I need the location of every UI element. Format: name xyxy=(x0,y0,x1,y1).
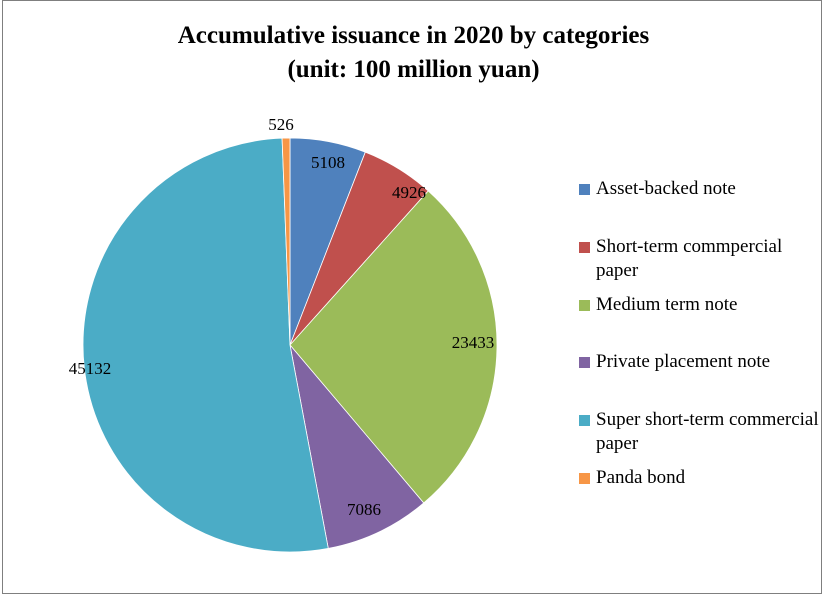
legend-label: Super short-term commercial paper xyxy=(596,409,819,454)
legend-swatch xyxy=(579,184,590,195)
legend-label: Short-term commpercial paper xyxy=(596,236,783,281)
data-label: 23433 xyxy=(452,333,495,352)
chart-subtitle: (unit: 100 million yuan) xyxy=(287,56,540,83)
data-label: 4926 xyxy=(392,183,426,202)
data-label: 7086 xyxy=(347,500,381,519)
legend-swatch xyxy=(579,242,590,253)
data-label: 5108 xyxy=(311,153,345,172)
data-label: 45132 xyxy=(69,359,112,378)
legend-label: Asset-backed note xyxy=(596,178,736,199)
legend-label: Medium term note xyxy=(596,294,738,315)
legend-swatch xyxy=(579,415,590,426)
chart-title: Accumulative issuance in 2020 by categor… xyxy=(177,22,650,49)
legend-swatch xyxy=(579,357,590,368)
data-label: 526 xyxy=(268,115,294,134)
legend-label: Private placement note xyxy=(596,351,771,372)
pie-slice-super-short-term-commercial-paper xyxy=(82,137,329,553)
data-labels: 5108 4926 23433 7086 45132 526 xyxy=(69,115,495,519)
pie-slice-medium-term-note xyxy=(289,190,498,504)
legend-swatch xyxy=(579,473,590,484)
pie-slice-panda-bond xyxy=(281,137,291,346)
legend-label: Panda bond xyxy=(596,467,686,488)
pie-slice-private-placement-note xyxy=(289,343,425,549)
legend-swatch xyxy=(579,300,590,311)
pie-slices xyxy=(82,137,498,553)
